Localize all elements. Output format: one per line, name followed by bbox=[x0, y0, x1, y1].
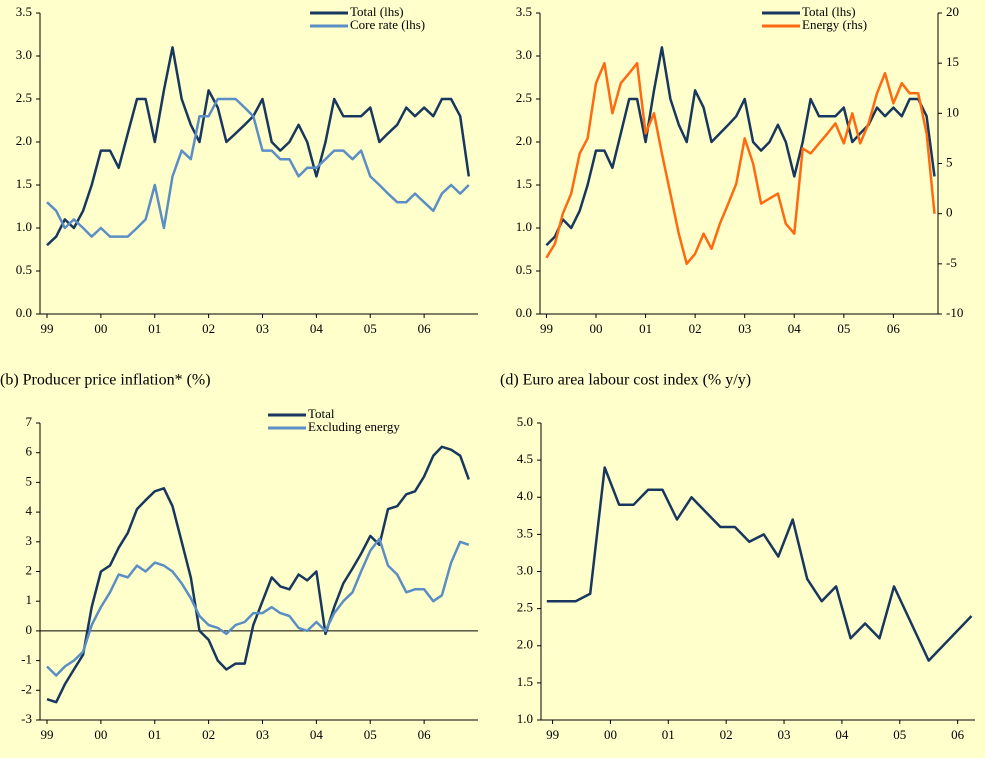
y-tick-label: 3.5 bbox=[517, 525, 533, 540]
x-tick-label: 99 bbox=[41, 727, 54, 742]
y-tick-label: 2.0 bbox=[516, 133, 532, 148]
x-tick-label: 03 bbox=[256, 727, 269, 742]
x-tick-label: 01 bbox=[148, 727, 161, 742]
y-tick-label: 2.5 bbox=[516, 90, 532, 105]
series-line bbox=[546, 466, 973, 662]
x-tick-label: 05 bbox=[837, 321, 850, 336]
legend-label: Total bbox=[308, 406, 335, 421]
x-tick-label: 06 bbox=[418, 321, 432, 336]
legend-label: Core rate (lhs) bbox=[350, 17, 425, 32]
x-tick-label: 02 bbox=[720, 727, 733, 742]
y-tick-label: 3.0 bbox=[516, 47, 532, 62]
x-tick-label: 99 bbox=[540, 321, 553, 336]
y-tick-label: 1.5 bbox=[16, 176, 32, 191]
y2-tick-label: 10 bbox=[946, 104, 959, 119]
series-line bbox=[46, 97, 470, 238]
x-tick-label: 05 bbox=[893, 727, 906, 742]
x-tick-label: 00 bbox=[94, 321, 107, 336]
y-tick-label: 3.0 bbox=[16, 47, 32, 62]
x-tick-label: 00 bbox=[590, 321, 603, 336]
y-tick-label: 5 bbox=[26, 473, 33, 488]
chart-title: (b) Producer price inflation* (%) bbox=[0, 372, 211, 389]
x-tick-label: 02 bbox=[202, 727, 215, 742]
x-tick-label: 02 bbox=[202, 321, 215, 336]
y-tick-label: 7 bbox=[26, 414, 33, 429]
x-tick-label: 04 bbox=[310, 321, 324, 336]
x-tick-label: 00 bbox=[94, 727, 107, 742]
y-tick-label: 4.5 bbox=[517, 451, 533, 466]
legend-label: Total (lhs) bbox=[350, 4, 404, 19]
x-tick-label: 03 bbox=[738, 321, 751, 336]
y2-tick-label: 5 bbox=[946, 154, 953, 169]
x-tick-label: 06 bbox=[951, 727, 965, 742]
y-tick-label: 0 bbox=[26, 622, 33, 637]
x-tick-label: 02 bbox=[689, 321, 702, 336]
y-tick-label: 4.0 bbox=[517, 488, 533, 503]
x-tick-label: 01 bbox=[639, 321, 652, 336]
legend-label: Excluding energy bbox=[308, 419, 400, 434]
series-line bbox=[46, 46, 471, 247]
x-tick-label: 99 bbox=[41, 321, 54, 336]
y2-tick-label: -5 bbox=[946, 255, 957, 270]
x-tick-label: 05 bbox=[364, 727, 377, 742]
y-tick-label: 1 bbox=[26, 592, 33, 607]
x-tick-label: 00 bbox=[604, 727, 617, 742]
y2-tick-label: 0 bbox=[946, 205, 953, 220]
series-line bbox=[545, 61, 936, 266]
y-tick-label: 1.0 bbox=[16, 219, 32, 234]
y2-tick-label: 15 bbox=[946, 54, 959, 69]
y-tick-label: 0.5 bbox=[16, 262, 32, 277]
y-tick-label: 3.0 bbox=[517, 562, 533, 577]
y-tick-label: 2.5 bbox=[517, 600, 533, 615]
x-tick-label: 04 bbox=[788, 321, 802, 336]
y-tick-label: 1.0 bbox=[516, 219, 532, 234]
y-tick-label: 0.5 bbox=[516, 262, 532, 277]
x-tick-label: 01 bbox=[662, 727, 675, 742]
x-tick-label: 03 bbox=[778, 727, 791, 742]
y-tick-label: 0.0 bbox=[516, 305, 532, 320]
series-line bbox=[46, 537, 470, 677]
y-tick-label: 2 bbox=[26, 562, 33, 577]
chart-title: (d) Euro area labour cost index (% y/y) bbox=[500, 372, 751, 389]
y-tick-label: 6 bbox=[26, 444, 33, 459]
y-tick-label: 2.0 bbox=[16, 133, 32, 148]
y2-tick-label: -10 bbox=[946, 305, 963, 320]
y-tick-label: 5.0 bbox=[517, 414, 533, 429]
x-tick-label: 06 bbox=[418, 727, 432, 742]
x-tick-label: 03 bbox=[256, 321, 269, 336]
y-tick-label: 2.0 bbox=[517, 637, 533, 652]
y-tick-label: 3.5 bbox=[16, 4, 32, 19]
y-tick-label: 1.0 bbox=[517, 711, 533, 726]
x-tick-label: 99 bbox=[546, 727, 559, 742]
y-tick-label: 3.5 bbox=[516, 4, 532, 19]
y-tick-label: 0.0 bbox=[16, 305, 32, 320]
legend-label: Total (lhs) bbox=[802, 4, 856, 19]
y-tick-label: 2.5 bbox=[16, 90, 32, 105]
x-tick-label: 04 bbox=[310, 727, 324, 742]
y-tick-label: 1.5 bbox=[516, 176, 532, 191]
y-tick-label: 1.5 bbox=[517, 674, 533, 689]
legend-label: Energy (rhs) bbox=[802, 17, 867, 32]
y-tick-label: 4 bbox=[26, 503, 33, 518]
x-tick-label: 05 bbox=[364, 321, 377, 336]
y2-tick-label: 20 bbox=[946, 4, 959, 19]
y-tick-label: -1 bbox=[21, 652, 32, 667]
x-tick-label: 01 bbox=[148, 321, 161, 336]
x-tick-label: 04 bbox=[835, 727, 849, 742]
y-tick-label: 3 bbox=[26, 533, 33, 548]
x-tick-label: 06 bbox=[887, 321, 901, 336]
y-tick-label: -3 bbox=[21, 711, 32, 726]
y-tick-label: -2 bbox=[21, 681, 32, 696]
